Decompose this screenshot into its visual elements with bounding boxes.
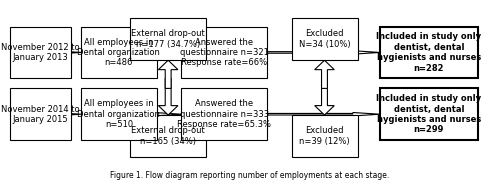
Polygon shape bbox=[158, 78, 178, 115]
Bar bbox=[182, 89, 267, 140]
Text: Included in study only
dentist, dental
hygienists and nurses
n=299: Included in study only dentist, dental h… bbox=[376, 94, 482, 134]
Text: All employees in
Dental organization
n=486: All employees in Dental organization n=4… bbox=[78, 38, 160, 67]
Text: All employees in
Dental organization
n=510: All employees in Dental organization n=5… bbox=[78, 99, 160, 129]
Bar bbox=[380, 89, 478, 140]
Text: External drop-out
n=165 (34%): External drop-out n=165 (34%) bbox=[131, 126, 205, 146]
Bar bbox=[81, 27, 157, 78]
Bar bbox=[130, 18, 206, 60]
Text: Excluded
n=39 (12%): Excluded n=39 (12%) bbox=[300, 126, 350, 146]
Text: Figure 1. Flow diagram reporting number of employments at each stage.: Figure 1. Flow diagram reporting number … bbox=[110, 171, 390, 180]
Bar bbox=[81, 89, 157, 140]
Polygon shape bbox=[267, 112, 380, 116]
Text: Answered the
questionnaire n=333
Response rate=65.3%: Answered the questionnaire n=333 Respons… bbox=[178, 99, 272, 129]
Polygon shape bbox=[54, 51, 81, 54]
Polygon shape bbox=[154, 112, 182, 116]
Polygon shape bbox=[158, 60, 178, 89]
Bar bbox=[10, 89, 71, 140]
Polygon shape bbox=[154, 51, 182, 54]
Text: Excluded
N=34 (10%): Excluded N=34 (10%) bbox=[299, 29, 350, 49]
Polygon shape bbox=[314, 78, 334, 115]
Text: November 2012 to
January 2013: November 2012 to January 2013 bbox=[1, 43, 80, 62]
Bar bbox=[380, 27, 478, 78]
Text: November 2014 to
January 2015: November 2014 to January 2015 bbox=[1, 105, 80, 124]
Bar bbox=[292, 115, 358, 157]
Bar bbox=[292, 18, 358, 60]
Polygon shape bbox=[314, 60, 334, 89]
Polygon shape bbox=[267, 51, 380, 54]
Bar bbox=[130, 115, 206, 157]
Text: External drop-out
n=177 (34.7%): External drop-out n=177 (34.7%) bbox=[131, 29, 205, 49]
Text: Answered the
questionnaire n=321
Response rate=66%: Answered the questionnaire n=321 Respons… bbox=[180, 38, 268, 67]
Bar bbox=[10, 27, 71, 78]
Text: Included in study only
dentist, dental
hygienists and nurses
n=282: Included in study only dentist, dental h… bbox=[376, 32, 482, 72]
Bar bbox=[182, 27, 267, 78]
Polygon shape bbox=[54, 112, 81, 116]
